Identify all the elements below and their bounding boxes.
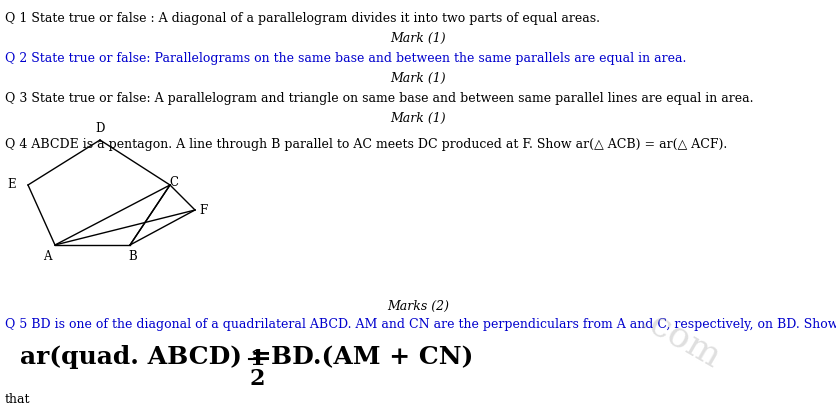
Text: Q 1 State true or false : A diagonal of a parallelogram divides it into two part: Q 1 State true or false : A diagonal of … [5,12,600,25]
Text: Q 4 ABCDE is a pentagon. A line through B parallel to AC meets DC produced at F.: Q 4 ABCDE is a pentagon. A line through … [5,138,727,151]
Text: Q 2 State true or false: Parallelograms on the same base and between the same pa: Q 2 State true or false: Parallelograms … [5,52,686,65]
Text: B: B [129,250,137,263]
Text: Mark (1): Mark (1) [390,32,446,45]
Text: Mark (1): Mark (1) [390,72,446,85]
Text: 2: 2 [249,368,265,390]
Text: that: that [5,393,30,406]
Text: .com: .com [634,303,726,377]
Text: E: E [8,178,17,191]
Text: Q 5 BD is one of the diagonal of a quadrilateral ABCD. AM and CN are the perpend: Q 5 BD is one of the diagonal of a quadr… [5,318,836,331]
Text: D: D [95,121,104,135]
Text: A: A [43,250,51,263]
Text: 1: 1 [249,348,265,370]
Text: Marks (2): Marks (2) [387,300,449,313]
Text: ar(quad. ABCD) =: ar(quad. ABCD) = [20,345,280,369]
Text: C: C [170,177,179,189]
Text: F: F [199,204,207,216]
Text: BD.(AM + CN): BD.(AM + CN) [271,345,473,369]
Text: Mark (1): Mark (1) [390,112,446,125]
Text: Q 3 State true or false: A parallelogram and triangle on same base and between s: Q 3 State true or false: A parallelogram… [5,92,753,105]
